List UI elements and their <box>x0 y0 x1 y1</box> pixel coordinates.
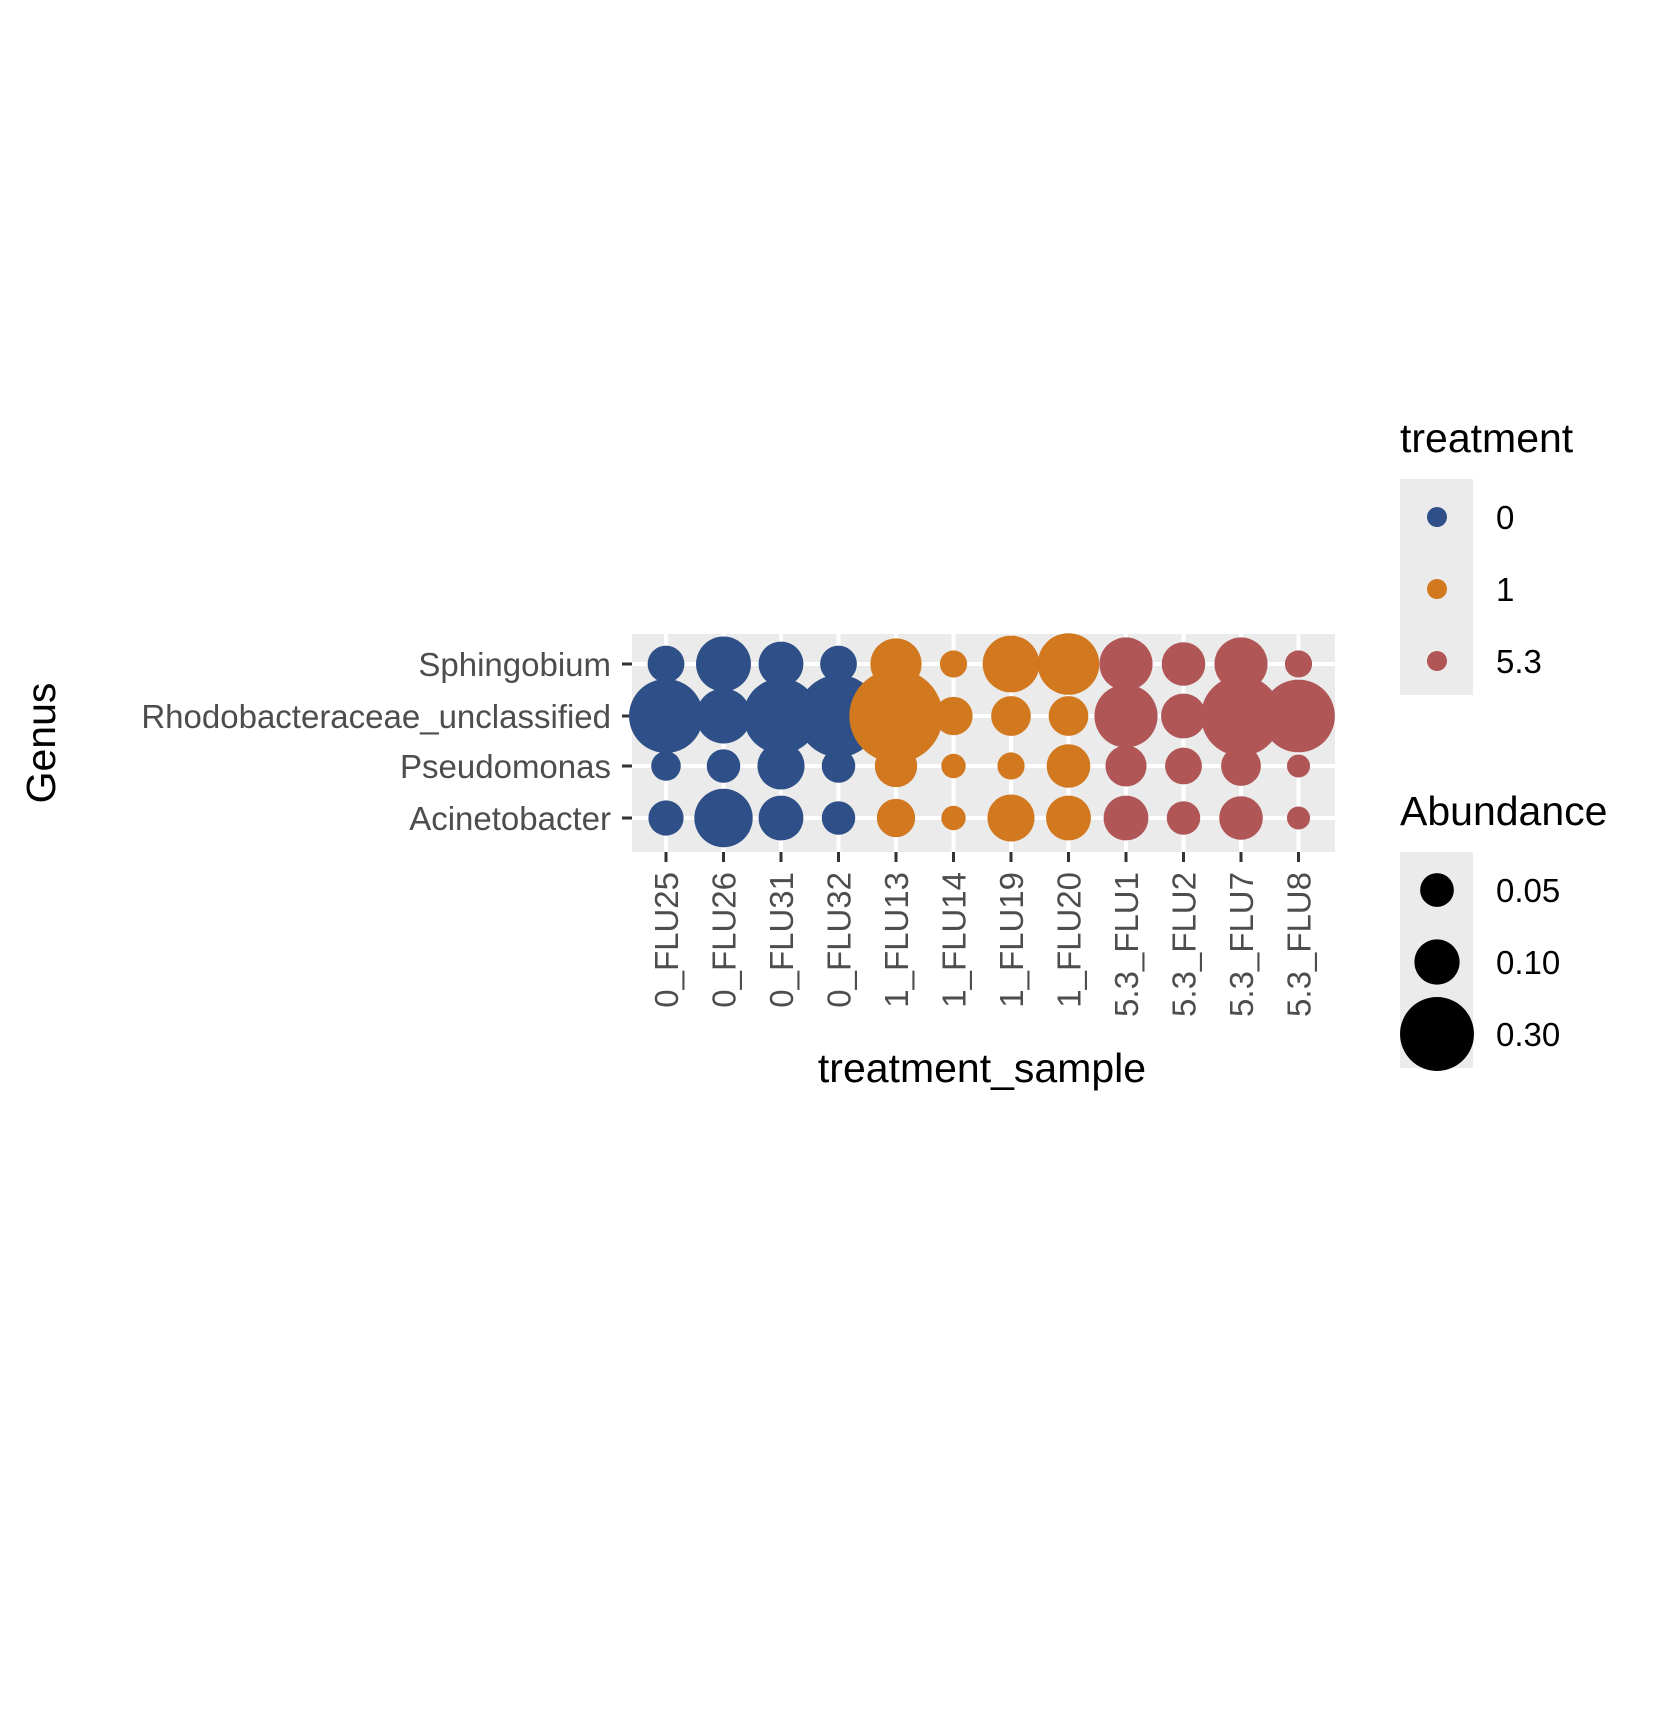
bubble-point <box>1201 676 1281 756</box>
bubble-point <box>696 688 751 744</box>
size-legend-label: 0.30 <box>1496 1016 1560 1053</box>
bubble-point <box>987 794 1035 842</box>
size-legend-key <box>1400 997 1474 1071</box>
x-tick-label: 5.3_FLU7 <box>1223 872 1260 1017</box>
color-legend-label: 0 <box>1496 499 1514 536</box>
bubble-point <box>1161 642 1206 686</box>
y-tick-label: Pseudomonas <box>400 748 611 785</box>
y-tick-label: Sphingobium <box>418 646 611 683</box>
x-axis-title: treatment_sample <box>818 1045 1146 1091</box>
x-tick-label: 0_FLU31 <box>763 872 800 1008</box>
y-axis-tick-labels: Acinetobacter Pseudomonas Rhodobacteraceae… <box>141 646 611 837</box>
bubble-point <box>982 635 1040 693</box>
bubble-point <box>758 641 804 687</box>
color-legend-title: treatment <box>1400 415 1574 461</box>
bubble-point <box>1262 679 1335 753</box>
bubble-point <box>1166 801 1201 835</box>
color-legend: treatment 0 1 5.3 <box>1400 415 1574 695</box>
size-legend-label: 0.10 <box>1496 944 1560 981</box>
x-tick-label: 1_FLU13 <box>878 872 915 1008</box>
bubble-point <box>821 749 856 783</box>
y-axis-title: Genus <box>18 683 64 804</box>
bubble-point <box>1094 684 1158 748</box>
color-legend-key <box>1427 507 1447 527</box>
bubble-point <box>1286 806 1311 830</box>
bubble-point <box>1037 633 1100 695</box>
x-tick-label: 5.3_FLU1 <box>1108 872 1145 1017</box>
bubble-point <box>849 669 943 763</box>
bubble-point <box>1214 637 1268 691</box>
x-tick-label: 1_FLU20 <box>1051 872 1088 1008</box>
bubble-point <box>757 742 805 790</box>
bubble-point <box>1046 744 1091 788</box>
x-tick-label: 5.3_FLU8 <box>1281 872 1318 1017</box>
x-tick-label: 5.3_FLU2 <box>1166 872 1203 1017</box>
size-legend-key <box>1414 939 1460 985</box>
x-tick-label: 0_FLU26 <box>706 872 743 1008</box>
bubble-point <box>1099 637 1153 691</box>
bubble-point <box>1048 696 1089 736</box>
bubble-point <box>991 696 1031 736</box>
bubble-point <box>694 788 753 848</box>
bubble-point <box>1284 650 1313 678</box>
x-tick-label: 1_FLU14 <box>936 872 973 1008</box>
bubble-point <box>1105 745 1147 787</box>
bubble-point <box>941 753 966 779</box>
bubble-point <box>696 636 751 692</box>
bubble-point <box>1161 693 1206 739</box>
bubble-point <box>1286 754 1311 778</box>
color-legend-key <box>1427 579 1447 599</box>
bubble-point <box>1221 746 1261 786</box>
bubble-point <box>1165 747 1202 785</box>
bubble-point <box>1046 795 1091 841</box>
axis-ticks <box>622 662 1300 862</box>
y-tick-label: Acinetobacter <box>409 800 611 837</box>
bubble-point <box>651 751 681 781</box>
y-tick-label: Rhodobacteraceae_unclassified <box>141 698 611 735</box>
bubble-point <box>934 696 973 736</box>
bubble-point <box>939 650 968 678</box>
bubble-point <box>706 749 741 783</box>
size-legend-label: 0.05 <box>1496 872 1560 909</box>
bubble-point <box>874 744 918 788</box>
bubble-point <box>821 801 856 835</box>
bubble-point <box>876 798 916 838</box>
x-tick-label: 0_FLU25 <box>648 872 685 1008</box>
bubble-point <box>941 805 966 831</box>
bubble-point <box>648 800 684 836</box>
bubble-point <box>997 752 1025 780</box>
bubble-point <box>820 645 857 683</box>
color-legend-label: 5.3 <box>1496 643 1542 680</box>
bubble-point <box>629 679 703 753</box>
x-axis-tick-labels: 0_FLU25 0_FLU26 0_FLU31 0_FLU32 1_FLU13 1_FLU… <box>648 872 1318 1017</box>
bubble-point <box>1219 796 1263 840</box>
bubble-point <box>758 795 804 841</box>
bubble-point <box>1103 795 1149 841</box>
size-legend-key <box>1420 873 1454 907</box>
size-legend: Abundance 0.05 0.10 0.30 <box>1400 788 1607 1071</box>
size-legend-title: Abundance <box>1400 788 1607 834</box>
color-legend-key <box>1427 651 1447 671</box>
bubble-marks <box>629 633 1335 848</box>
color-legend-label: 1 <box>1496 571 1514 608</box>
x-tick-label: 1_FLU19 <box>993 872 1030 1008</box>
bubble-point <box>647 645 685 683</box>
x-tick-label: 0_FLU32 <box>821 872 858 1008</box>
bubble-point <box>743 678 819 754</box>
